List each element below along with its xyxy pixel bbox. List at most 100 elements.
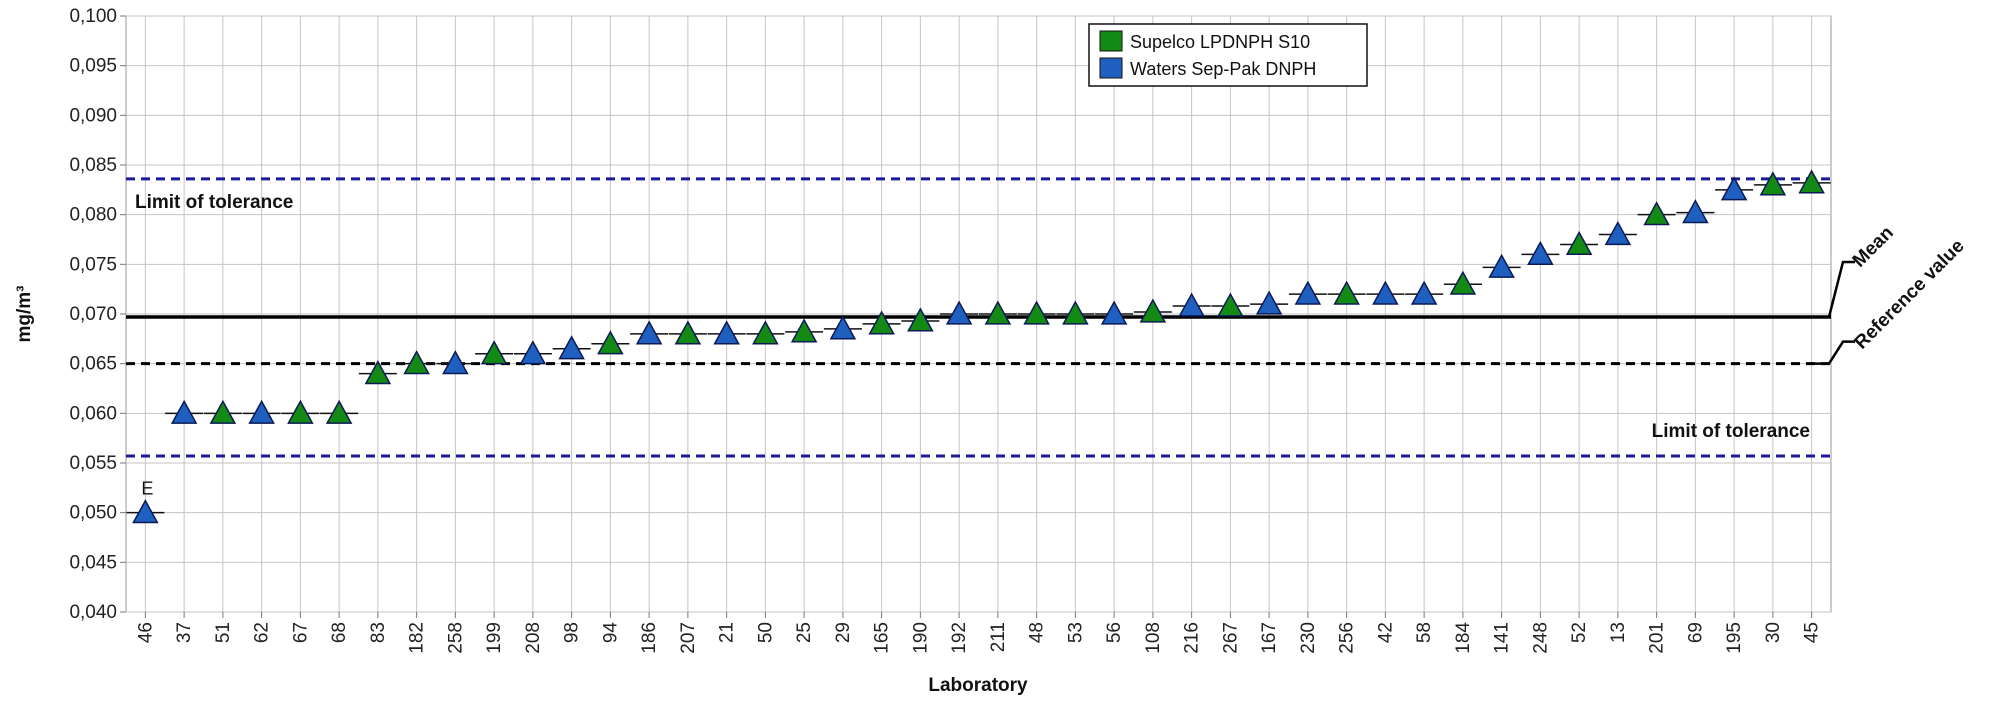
data-point-lab-248	[1527, 240, 1554, 265]
data-point-lab-67	[287, 399, 314, 424]
data-point-lab-182	[403, 350, 430, 375]
y-tick-label: 0,100	[69, 6, 117, 27]
x-tick-label: 62	[252, 622, 273, 643]
x-tick-label: 29	[833, 622, 854, 643]
x-tick-label: 216	[1182, 622, 1203, 654]
reference-lines	[126, 177, 1855, 458]
data-point-lab-190	[907, 307, 934, 332]
x-tick-label: 192	[949, 622, 970, 654]
x-tick-label: 68	[329, 622, 350, 643]
x-tick-label: 37	[174, 622, 195, 643]
legend-swatch-supelco	[1099, 30, 1123, 52]
data-point-lab-45	[1798, 169, 1825, 194]
data-point-lab-94	[597, 330, 624, 355]
data-point-lab-25	[790, 318, 818, 343]
x-tick-label: 182	[407, 622, 428, 654]
data-point-lab-216	[1178, 292, 1205, 317]
data-point-lab-50	[752, 320, 779, 345]
data-point-lab-58	[1410, 280, 1438, 305]
x-tick-label: 141	[1492, 622, 1513, 654]
data-point-lab-29	[829, 315, 857, 340]
y-tick-label: 0,075	[69, 254, 117, 275]
data-point-lab-141	[1488, 253, 1515, 278]
x-tick-label: 56	[1104, 622, 1125, 643]
y-tick-label: 0,080	[69, 205, 117, 226]
data-point-lab-199	[480, 340, 508, 365]
legend-label-supelco: Supelco LPDNPH S10	[1130, 32, 1310, 52]
upper-tolerance-label: Limit of tolerance	[135, 192, 293, 213]
x-tick-label: 258	[445, 622, 466, 654]
data-point-lab-267	[1217, 292, 1244, 317]
data-point-lab-108	[1139, 298, 1167, 323]
x-tick-label: 230	[1298, 622, 1319, 654]
x-tick-label: 58	[1414, 622, 1435, 643]
data-point-lab-184	[1449, 270, 1477, 295]
data-point-lab-201	[1643, 201, 1670, 226]
x-tick-label: 199	[484, 622, 505, 654]
y-tick-label: 0,060	[69, 403, 117, 424]
x-tick-label: 50	[755, 622, 776, 643]
x-axis-ticks: 46 37 51 62 67 68 83 182 258 199 208 98 94 186 207 21 50…	[135, 612, 1823, 654]
data-point-lab-46	[132, 499, 159, 524]
data-point-lab-62	[248, 399, 275, 424]
y-tick-label: 0,070	[69, 304, 117, 325]
x-tick-label: 184	[1453, 622, 1474, 654]
data-point-lab-30	[1759, 171, 1787, 196]
data-point-lab-98	[558, 335, 585, 360]
x-tick-label: 201	[1647, 622, 1668, 654]
x-tick-label: 67	[290, 622, 311, 643]
mean-label: Mean	[1849, 222, 1898, 271]
data-point-lab-167	[1255, 290, 1283, 315]
x-axis-title: Laboratory	[928, 675, 1028, 696]
x-tick-label: 165	[872, 622, 893, 654]
x-tick-label: 186	[639, 622, 660, 654]
point-annotation: E	[141, 479, 153, 499]
x-tick-label: 248	[1530, 622, 1551, 654]
y-tick-label: 0,050	[69, 503, 117, 524]
y-axis-ticks: 0,040 0,045 0,050 0,055 0,060 0,065 0,070 0,075…	[69, 6, 126, 623]
x-tick-label: 25	[794, 622, 815, 643]
reference-leader-line	[1811, 340, 1855, 365]
data-point-lab-51	[209, 399, 237, 424]
data-point-lab-37	[170, 399, 198, 424]
x-tick-label: 108	[1143, 622, 1164, 654]
mean-leader-line	[1811, 260, 1855, 319]
data-point-lab-53	[1062, 300, 1089, 325]
y-tick-label: 0,065	[69, 354, 117, 375]
x-tick-label: 51	[213, 622, 234, 643]
x-tick-label: 13	[1608, 622, 1629, 643]
x-tick-label: 21	[717, 622, 738, 643]
x-tick-label: 83	[368, 622, 389, 643]
data-point-lab-69	[1682, 199, 1709, 224]
data-point-lab-211	[984, 300, 1012, 325]
y-tick-label: 0,085	[69, 155, 117, 176]
y-tick-label: 0,095	[69, 56, 117, 77]
x-tick-label: 69	[1685, 622, 1706, 643]
legend-swatch-waters	[1099, 57, 1123, 79]
x-tick-label: 256	[1337, 622, 1358, 654]
data-point-lab-256	[1333, 280, 1360, 305]
x-tick-label: 211	[988, 622, 1009, 652]
x-tick-label: 42	[1375, 622, 1396, 643]
x-tick-label: 98	[562, 622, 583, 643]
data-point-lab-208	[519, 340, 547, 365]
lower-tolerance-label: Limit of tolerance	[1652, 421, 1810, 442]
data-point-lab-56	[1100, 300, 1128, 325]
data-point-lab-207	[674, 320, 702, 345]
x-tick-label: 45	[1802, 622, 1823, 643]
x-tick-label: 48	[1027, 622, 1048, 643]
legend-label-waters: Waters Sep-Pak DNPH	[1130, 59, 1316, 79]
x-tick-label: 207	[678, 622, 699, 654]
data-point-lab-21	[713, 320, 740, 345]
data-point-lab-52	[1565, 230, 1593, 256]
data-point-lab-42	[1372, 280, 1399, 305]
x-tick-label: 267	[1220, 622, 1241, 654]
x-tick-label: 190	[910, 622, 931, 654]
x-tick-label: 52	[1569, 622, 1590, 643]
data-point-lab-165	[868, 310, 895, 335]
data-points	[126, 169, 1831, 524]
y-tick-label: 0,045	[69, 552, 117, 573]
data-point-lab-195	[1720, 176, 1748, 201]
